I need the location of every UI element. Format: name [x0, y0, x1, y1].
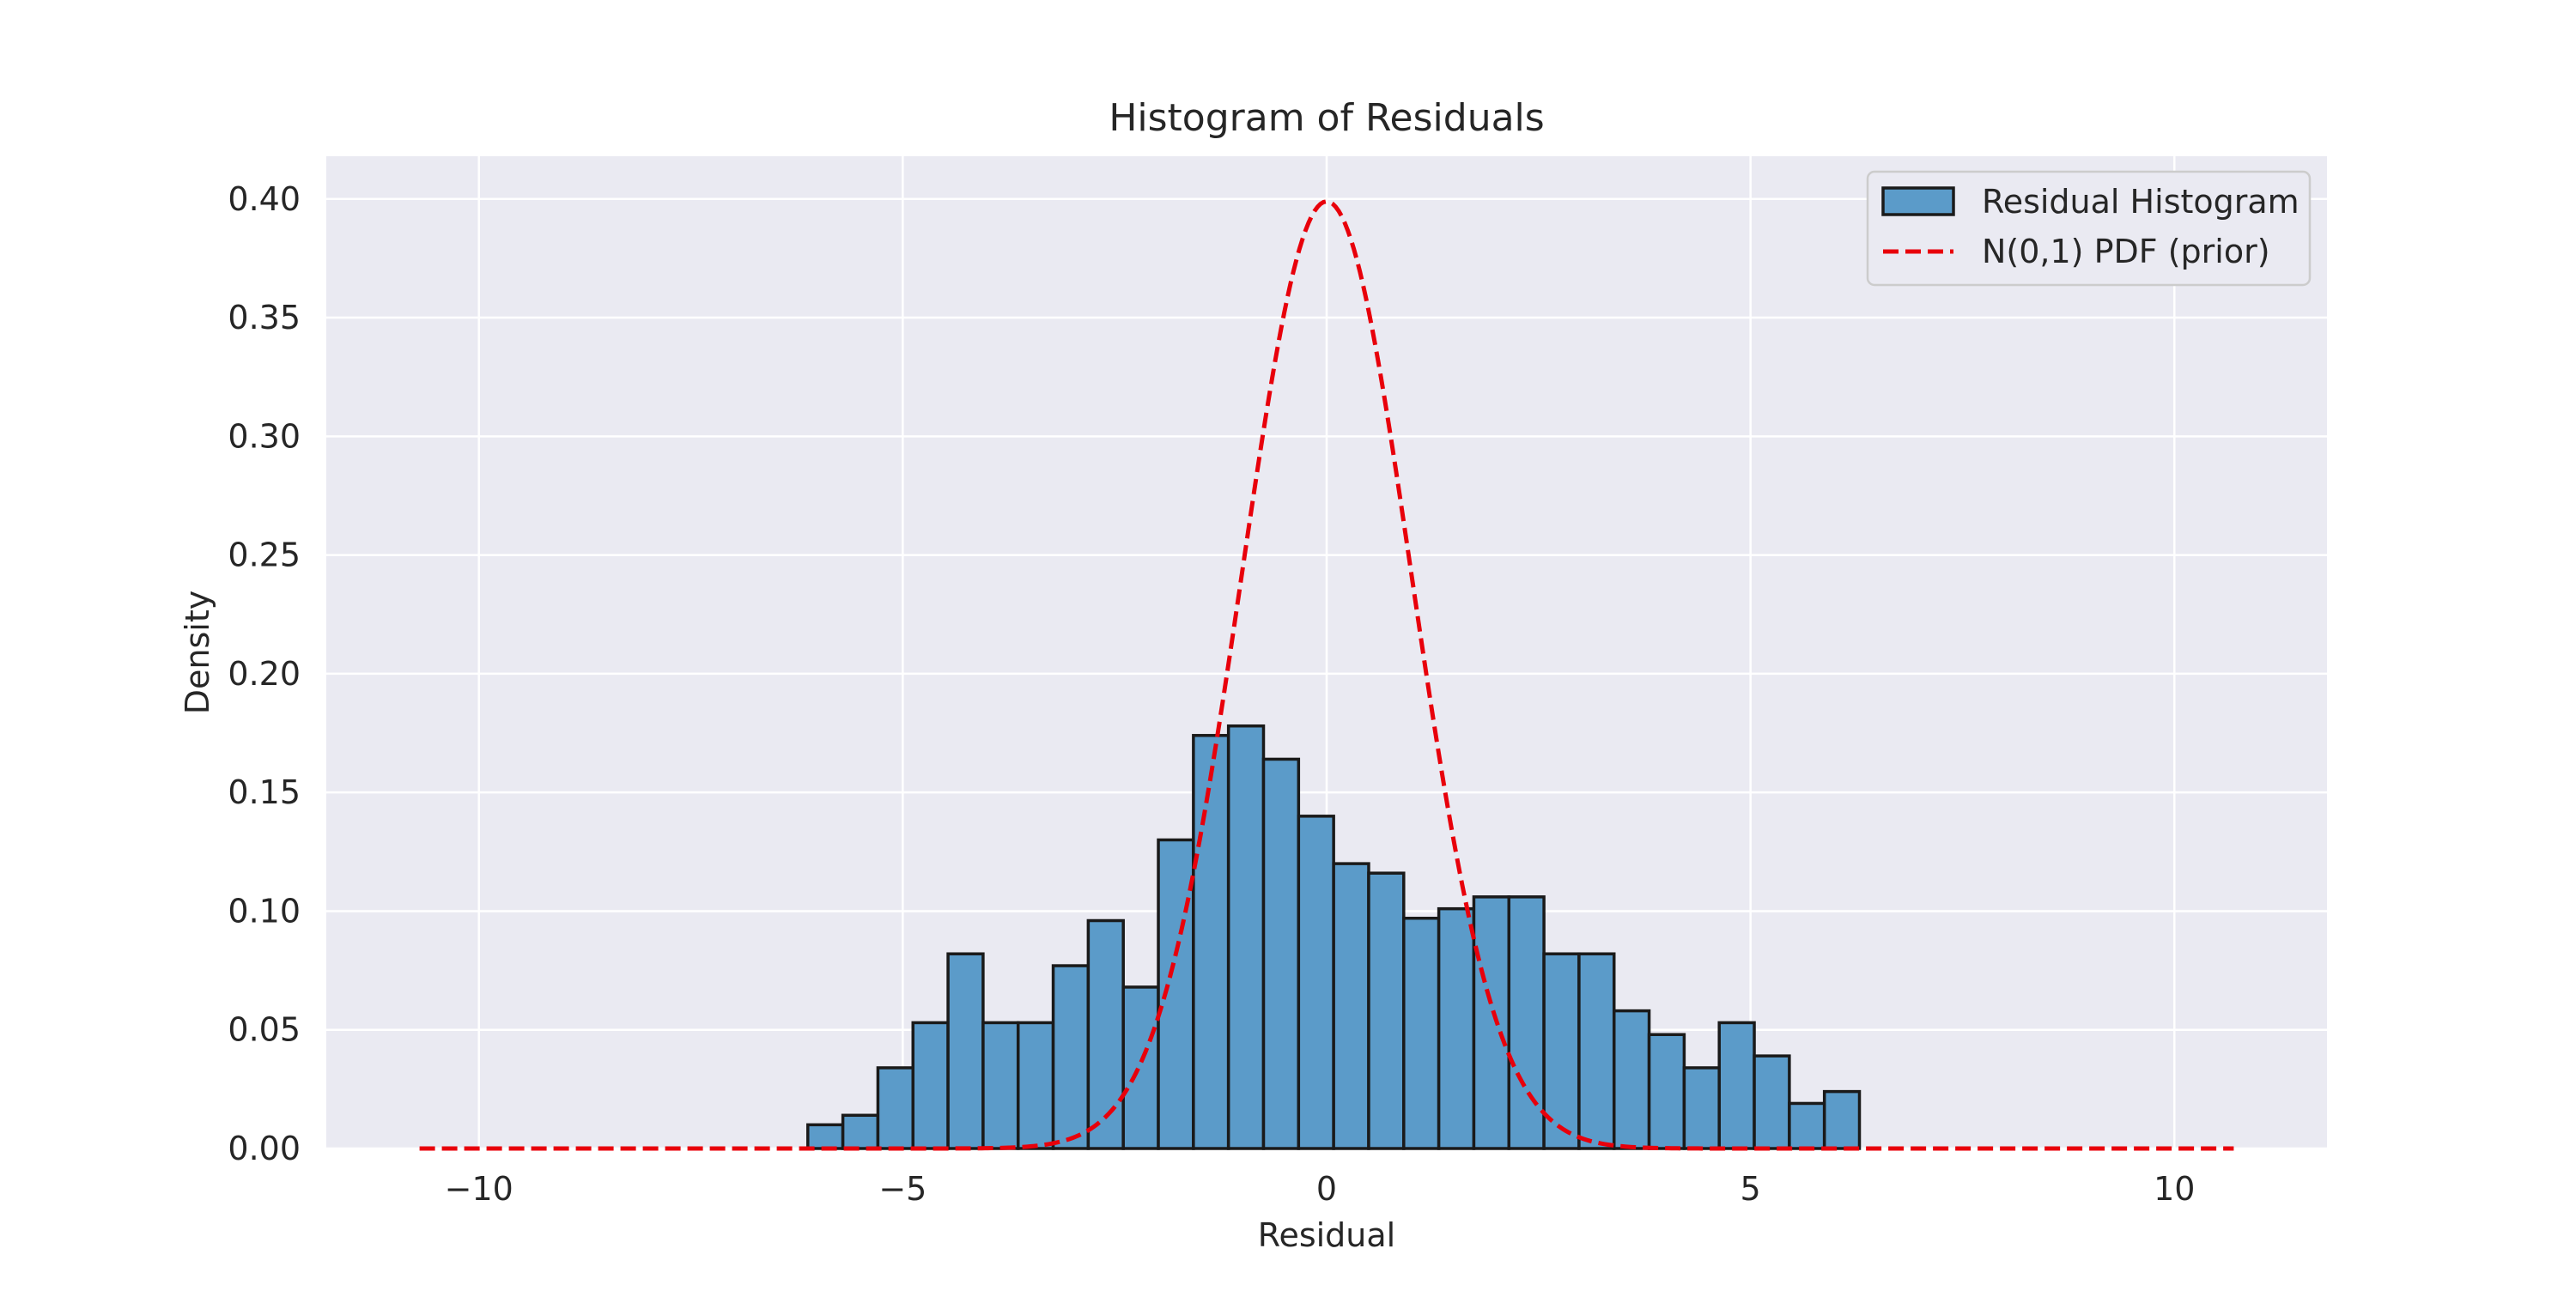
- y-tick-label: 0.20: [228, 655, 301, 693]
- y-tick-label: 0.30: [228, 417, 301, 455]
- histogram-bar: [1682, 1066, 1721, 1150]
- histogram-bar: [1121, 985, 1160, 1150]
- axis-ticks: −10 −5 0 5 10 0.00 0.05 0.10 0.15 0.20 0.25 0.30 0.3…: [228, 180, 2195, 1208]
- grid-lines: [326, 156, 2327, 1150]
- histogram-bar: [1016, 1021, 1055, 1150]
- x-tick-label: 5: [1741, 1170, 1761, 1208]
- histogram-bar: [1612, 1009, 1651, 1150]
- y-axis-label: Density: [179, 591, 216, 714]
- histogram-bar: [1753, 1054, 1791, 1150]
- histogram-bar: [1086, 918, 1125, 1150]
- histogram-bar: [946, 952, 985, 1150]
- x-tick-label: 10: [2154, 1170, 2195, 1208]
- y-tick-label: 0.15: [228, 773, 301, 811]
- legend: Residual Histogram N(0,1) PDF (prior): [1866, 170, 2312, 287]
- histogram-bar: [1051, 964, 1091, 1150]
- histogram-bar: [1717, 1021, 1756, 1150]
- y-tick-label: 0.40: [228, 180, 301, 218]
- histogram-bar: [841, 1113, 880, 1150]
- y-tick-label: 0.25: [228, 536, 301, 574]
- y-tick-label: 0.35: [228, 299, 301, 336]
- histogram-bar: [1507, 895, 1546, 1150]
- chart-title: Histogram of Residuals: [1109, 96, 1544, 140]
- histogram-bar: [1367, 871, 1406, 1150]
- histogram-bars: [806, 724, 1862, 1150]
- x-tick-label: −10: [445, 1170, 513, 1208]
- histogram-bar: [1332, 862, 1370, 1150]
- legend-pdf-label: N(0,1) PDF (prior): [1982, 233, 2270, 270]
- x-tick-label: −5: [878, 1170, 927, 1208]
- y-tick-label: 0.05: [228, 1011, 301, 1049]
- x-axis-label: Residual: [1258, 1216, 1395, 1254]
- histogram-bar: [876, 1066, 915, 1150]
- y-tick-label: 0.10: [228, 892, 301, 930]
- histogram-bar: [1402, 916, 1441, 1150]
- x-tick-label: 0: [1316, 1170, 1337, 1208]
- pdf-curve-layer: [419, 199, 2234, 1151]
- y-tick-label: 0.00: [228, 1130, 301, 1167]
- histogram-bar: [1192, 734, 1230, 1150]
- histogram-bar: [911, 1021, 950, 1150]
- histogram-bar: [1577, 952, 1616, 1150]
- legend-histogram-label: Residual Histogram: [1982, 183, 2300, 221]
- histogram-bar: [981, 1021, 1020, 1150]
- histogram-bar: [806, 1123, 845, 1150]
- legend-box: [1866, 170, 2312, 287]
- histogram-bar: [1472, 895, 1511, 1150]
- histogram-bar: [1437, 906, 1476, 1150]
- histogram-bar: [1788, 1101, 1826, 1150]
- legend-histogram-swatch: [1881, 186, 1955, 216]
- pdf-curve: [419, 199, 2234, 1151]
- histogram-bar: [1822, 1089, 1862, 1150]
- histogram-bar: [1226, 724, 1266, 1150]
- histogram-bar: [1261, 757, 1301, 1150]
- histogram-bar: [1647, 1033, 1686, 1150]
- histogram-bar: [1297, 815, 1335, 1150]
